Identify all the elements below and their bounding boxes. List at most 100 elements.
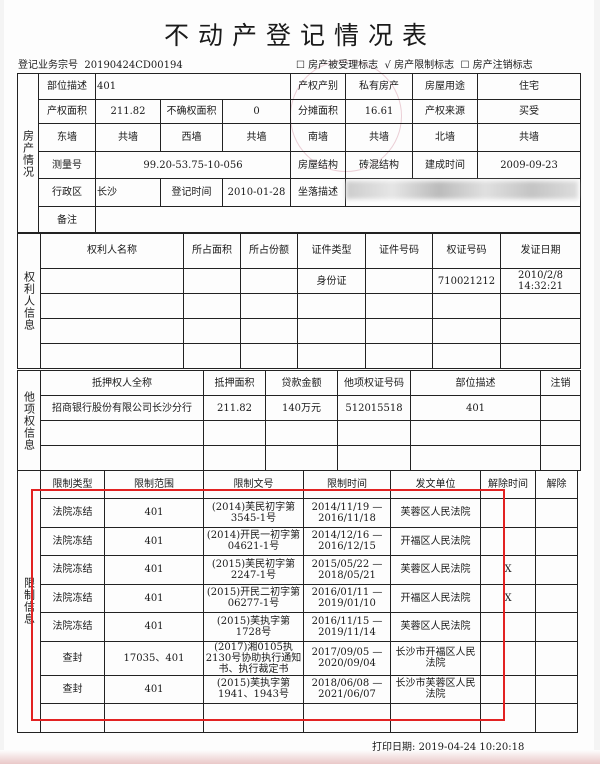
field-label: 西墙 <box>160 123 223 152</box>
restrictions-table: 限制信息 限制类型 限制范围 限制文号 限制时间 发文单位 解除时间 解除 法院冻结 401 (20… <box>17 470 578 733</box>
table-cell <box>410 445 541 471</box>
field-value: 长沙 <box>95 178 161 207</box>
table-cell <box>365 343 433 369</box>
field-label: 备注 <box>38 206 96 234</box>
table-cell <box>535 640 578 676</box>
column-header: 发文单位 <box>390 470 481 499</box>
table-cell <box>337 445 411 471</box>
table-row: 法院冻结 401 (2015)芙民初字第2247-1号 2015/05/22 — 20… <box>18 555 578 585</box>
flag-label: 房产被受理标志 <box>308 60 379 71</box>
table-cell <box>183 268 241 294</box>
table-row: 招商银行股份有限公司长沙分行 211.82 140万元 512015518 401 <box>18 395 581 421</box>
flag-mark: ☐ <box>460 60 470 71</box>
table-cell <box>365 268 433 294</box>
table-cell <box>432 343 501 369</box>
table-cell: 401 <box>104 674 204 704</box>
table-cell <box>203 703 304 733</box>
column-header: 贷款金额 <box>265 370 338 396</box>
table-cell <box>540 445 581 471</box>
table-cell <box>265 420 338 446</box>
table-cell: 401 <box>104 612 204 642</box>
table-cell <box>535 498 578 528</box>
field-value: 2009-09-23 <box>477 151 582 179</box>
column-header: 抵押面积 <box>203 370 266 396</box>
business-number-value: 20190424CD00194 <box>84 60 183 71</box>
table-cell: 长沙市开福区人民法院 <box>390 640 481 676</box>
field-label: 测量号 <box>38 151 96 179</box>
business-number: 登记业务宗号 20190424CD00194 <box>18 56 183 71</box>
field-label: 北墙 <box>412 123 479 152</box>
table-cell: 法院冻结 <box>40 555 105 585</box>
table-cell: 2016/11/15 — 2019/11/14 <box>303 612 391 642</box>
table-cell: 401 <box>104 498 204 528</box>
flag-label: 房产注销标志 <box>472 60 533 71</box>
field-value: 2010-01-28 <box>221 178 292 207</box>
table-cell <box>240 343 298 369</box>
field-label: 行政区 <box>38 178 96 207</box>
table-cell <box>40 268 184 294</box>
table-cell <box>390 703 481 733</box>
table-cell <box>297 318 366 344</box>
table-cell: 芙蓉区人民法院 <box>390 612 481 642</box>
table-cell: 查封 <box>40 674 105 704</box>
table-cell <box>500 343 581 369</box>
field-label: 南墙 <box>290 123 347 152</box>
table-cell: 开福区人民法院 <box>390 583 481 613</box>
field-value: 共墙 <box>95 123 161 152</box>
section-label: 他项权信息 <box>17 370 41 471</box>
table-row: 查封 17035、401 (2017)湘0105执2130号协助执行通知书、执行裁定… <box>18 640 578 676</box>
column-header: 所占份额 <box>240 232 298 269</box>
mortgage-table: 他项权信息 抵押权人全称 抵押面积 贷款金额 他项权证号码 部位描述 注销 招商银行股份有限公… <box>17 370 581 471</box>
field-value: 211.82 <box>95 99 161 124</box>
table-cell: 2014/11/19 — 2016/11/18 <box>303 498 391 528</box>
table-cell <box>535 583 578 613</box>
field-label: 房屋结构 <box>290 151 347 179</box>
table-row: 查封 401 (2015)芙执字第1941、1943号 2018/06/08 — 20… <box>18 674 578 704</box>
table-cell <box>40 703 105 733</box>
table-cell: 法院冻结 <box>40 498 105 528</box>
table-row <box>18 343 581 369</box>
table-cell <box>432 293 501 319</box>
table-cell: (2015)开民二初字第06277-1号 <box>203 583 304 613</box>
table-cell <box>535 555 578 585</box>
table-cell <box>365 318 433 344</box>
table-cell <box>535 612 578 642</box>
flags: ☐ 房产被受理标志 √ 房产限制标志 ☐ 房产注销标志 <box>296 56 533 71</box>
table-cell: 2014/12/16 — 2016/12/15 <box>303 526 391 556</box>
table-row <box>18 445 581 471</box>
table-cell <box>303 703 391 733</box>
column-header: 所占面积 <box>183 232 241 269</box>
property-table: 房产情况 部位描述 401 产权产别 私有房产 房屋用途 住宅 产权面积 211.82 不… <box>17 73 582 234</box>
table-cell <box>40 343 184 369</box>
flag-mark: √ <box>384 60 391 71</box>
table-cell: X <box>480 555 536 585</box>
table-cell <box>480 612 536 642</box>
table-cell <box>297 343 366 369</box>
field-label: 不确权面积 <box>160 99 223 124</box>
field-value: 私有房产 <box>345 73 414 100</box>
table-cell: 身份证 <box>297 268 366 294</box>
table-cell: 法院冻结 <box>40 526 105 556</box>
section-label: 房产情况 <box>17 73 39 234</box>
table-cell <box>40 318 184 344</box>
field-label: 房屋用途 <box>412 73 479 100</box>
table-cell: 710021212 <box>432 268 501 294</box>
table-cell: (2015)芙执字第1941、1943号 <box>203 674 304 704</box>
table-cell: 长沙市芙蓉区人民法院 <box>390 674 481 704</box>
table-cell: (2014)芙民初字第3545-1号 <box>203 498 304 528</box>
table-cell <box>480 674 536 704</box>
table-cell: 401 <box>410 395 541 421</box>
owners-table: 权利人信息 权利人名称 所占面积 所占份额 证件类型 证件号码 权证号码 发证日期 身份证 710… <box>17 232 581 369</box>
field-value: 99.20-53.75-10-056 <box>94 151 292 179</box>
column-header: 部位描述 <box>410 370 541 396</box>
column-header: 解除 <box>535 470 578 499</box>
print-date-label: 打印日期: <box>372 742 416 753</box>
field-value: 共墙 <box>345 123 414 152</box>
table-row: 法院冻结 401 (2014)芙民初字第3545-1号 2014/11/19 — 20… <box>18 498 578 528</box>
field-label: 坐落描述 <box>290 178 347 207</box>
table-cell: (2017)湘0105执2130号协助执行通知书、执行裁定书 <box>203 640 304 676</box>
table-cell <box>40 293 184 319</box>
table-cell <box>480 703 536 733</box>
table-cell <box>410 420 541 446</box>
table-cell: 17035、401 <box>104 640 204 676</box>
